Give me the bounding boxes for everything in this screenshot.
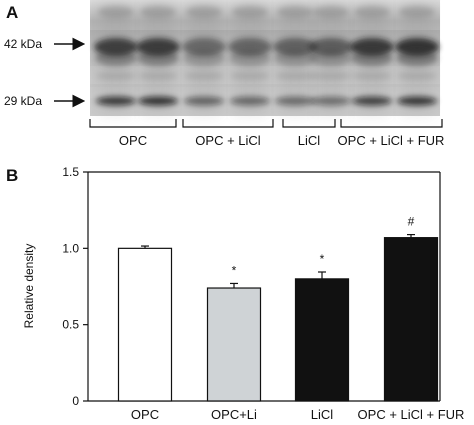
y-tick-label: 0	[72, 394, 79, 408]
y-tick-label: 1.0	[62, 241, 79, 255]
chart-annotations: * * #	[232, 215, 415, 278]
blot-lane	[309, 0, 353, 116]
marker-label-42kda: 42 kDa	[4, 37, 42, 51]
lane-group-label-licl: LiCl	[298, 133, 321, 148]
blot-lanes	[94, 0, 439, 116]
y-tick-label: 1.5	[62, 165, 79, 179]
blot-lane	[350, 0, 394, 116]
blot-lane	[94, 0, 138, 116]
chart-bars	[117, 237, 439, 402]
blot-lane	[395, 0, 439, 116]
significance-label: #	[408, 215, 415, 229]
band-29kda	[184, 96, 224, 106]
chart-categories: OPC OPC+Li LiCl OPC + LiCl + FUR	[131, 407, 465, 422]
band-29kda	[275, 96, 315, 106]
y-tick-label: 0.5	[62, 318, 79, 332]
blot-lane	[228, 0, 272, 116]
panel-b: B Relative density 00.51.01.5 **# OPC OPC…	[6, 165, 464, 422]
band-29kda	[352, 96, 392, 106]
band-29kda	[397, 96, 437, 106]
bar	[294, 278, 350, 402]
lane-group-label-opc-licl: OPC + LiCl	[195, 133, 260, 148]
category-label: OPC + LiCl + FUR	[358, 407, 465, 422]
y-axis-title: Relative density	[22, 244, 36, 329]
lane-group-label-opc: OPC	[119, 133, 147, 148]
chart-ticks: 0 0.5 1.0 1.5	[62, 165, 88, 408]
marker-label-29kda: 29 kDa	[4, 94, 42, 108]
band-29kda	[230, 96, 270, 106]
panel-a: A 42 kDa 29 kDa OPC OPC + LiCl LiCl OPC …	[4, 0, 444, 148]
blot-lane	[136, 0, 180, 116]
band-29kda	[311, 96, 351, 106]
category-label: OPC	[131, 407, 159, 422]
blot-lane	[273, 0, 317, 116]
category-label: LiCl	[311, 407, 334, 422]
significance-label: *	[320, 252, 325, 266]
bar	[206, 287, 262, 402]
lane-group-label-opc-licl-fur: OPC + LiCl + FUR	[338, 133, 445, 148]
panel-a-letter: A	[6, 3, 18, 22]
panel-b-letter: B	[6, 166, 18, 185]
blot-lane	[182, 0, 226, 116]
bar	[383, 237, 439, 402]
significance-label: *	[232, 263, 237, 277]
bar	[117, 247, 173, 402]
band-29kda	[138, 96, 178, 106]
band-29kda	[96, 96, 136, 106]
chart-errors	[141, 233, 415, 289]
lane-brackets	[89, 119, 443, 128]
category-label: OPC+Li	[211, 407, 257, 422]
